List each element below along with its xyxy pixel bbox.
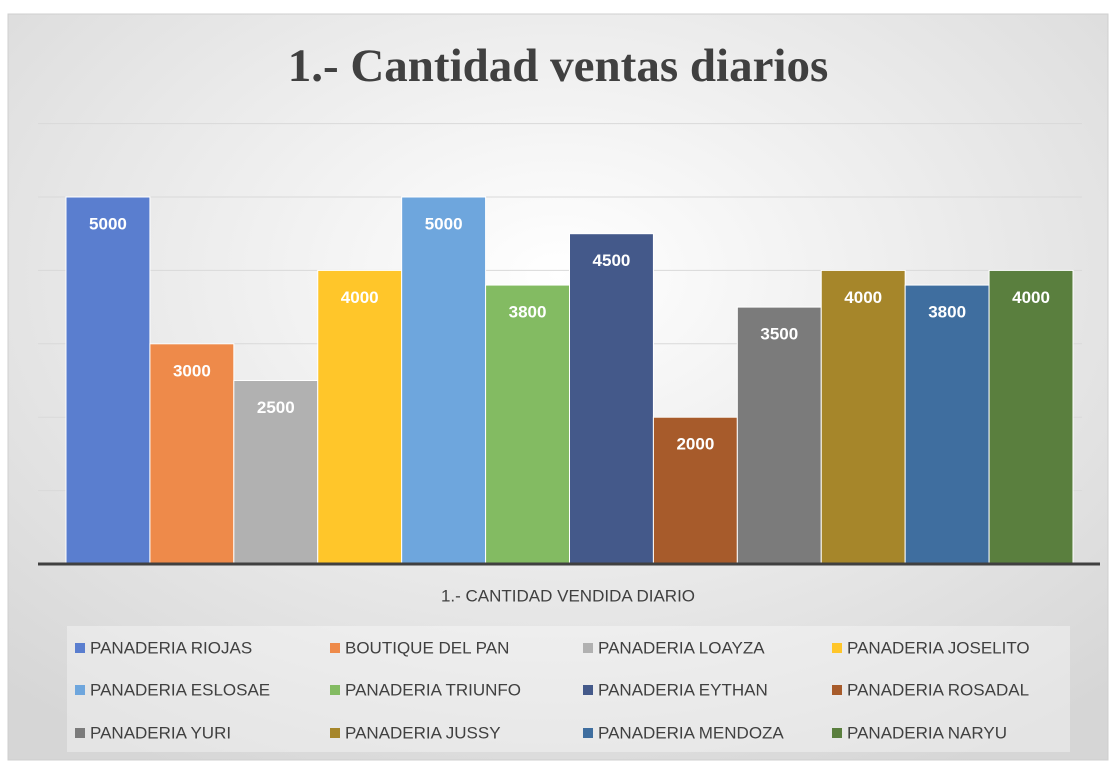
data-label: 5000	[89, 214, 127, 233]
bar	[485, 284, 571, 565]
legend-label: PANADERIA MENDOZA	[598, 723, 784, 742]
legend-box	[67, 626, 1070, 752]
data-label: 5000	[425, 214, 463, 233]
bar	[65, 196, 151, 565]
bar	[569, 233, 654, 565]
legend-swatch	[832, 643, 842, 653]
data-label: 3000	[173, 361, 211, 380]
legend-swatch	[330, 728, 340, 738]
bar	[652, 416, 738, 565]
legend-swatch	[330, 643, 340, 653]
legend-swatch	[75, 728, 85, 738]
bar	[233, 380, 319, 565]
legend-label: PANADERIA RIOJAS	[90, 638, 252, 657]
legend-swatch	[832, 728, 842, 738]
bar	[820, 269, 906, 565]
legend-swatch	[330, 685, 340, 695]
legend-label: PANADERIA EYTHAN	[598, 680, 768, 699]
legend-label: PANADERIA ROSADAL	[847, 680, 1029, 699]
legend-label: BOUTIQUE DEL PAN	[345, 638, 509, 657]
legend-label: PANADERIA NARYU	[847, 723, 1007, 742]
data-label: 3500	[760, 325, 798, 344]
data-label: 4000	[844, 288, 882, 307]
legend-label: PANADERIA JOSELITO	[847, 638, 1030, 657]
legend-swatch	[583, 685, 593, 695]
data-label: 2000	[676, 435, 714, 454]
chart-title: 1.- Cantidad ventas diarios	[288, 40, 829, 92]
data-label: 4000	[341, 288, 379, 307]
x-axis-label: 1.- CANTIDAD VENDIDA DIARIO	[441, 586, 695, 605]
bar	[988, 269, 1074, 565]
data-label: 3800	[509, 303, 547, 322]
bar	[736, 306, 822, 565]
bar	[149, 343, 235, 565]
data-label: 2500	[257, 398, 295, 417]
legend-swatch	[583, 728, 593, 738]
bar	[401, 196, 487, 565]
bar	[904, 284, 990, 565]
legend-label: PANADERIA JUSSY	[345, 723, 501, 742]
legend-swatch	[832, 685, 842, 695]
bar	[317, 269, 403, 565]
legend-swatch	[583, 643, 593, 653]
legend-label: PANADERIA YURI	[90, 723, 231, 742]
legend-label: PANADERIA TRIUNFO	[345, 680, 521, 699]
legend-swatch	[75, 685, 85, 695]
data-label: 3800	[928, 303, 966, 322]
data-label: 4500	[593, 251, 631, 270]
data-label: 4000	[1012, 288, 1050, 307]
legend-label: PANADERIA LOAYZA	[598, 638, 765, 657]
legend-swatch	[75, 643, 85, 653]
legend-label: PANADERIA ESLOSAE	[90, 680, 270, 699]
